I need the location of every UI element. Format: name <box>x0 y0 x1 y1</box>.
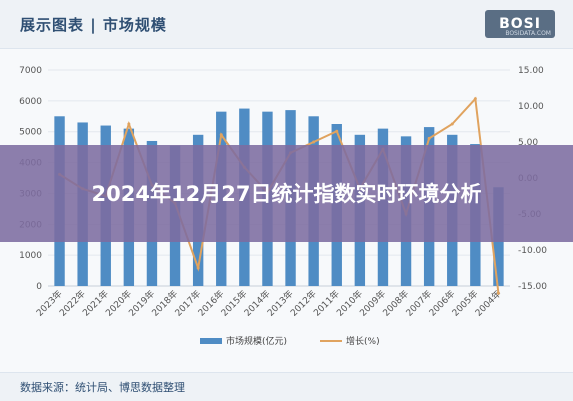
y-right-tick-label: 5.00 <box>518 138 538 148</box>
y-left-tick-label: 0 <box>36 282 42 292</box>
y-left-tick-label: 6000 <box>19 97 42 107</box>
y-left-tick-label: 7000 <box>19 66 42 76</box>
y-right-tick-label: 15.00 <box>518 66 544 76</box>
y-left-tick-label: 5000 <box>19 128 42 138</box>
y-right-tick-label: -10.00 <box>518 246 547 256</box>
logo-subtext: BOSIDATA.COM <box>505 30 551 37</box>
logo-text: BOSI <box>499 16 541 32</box>
growth-point <box>473 97 477 101</box>
data-source: 数据来源：统计局、博思数据整理 <box>20 381 185 394</box>
growth-point <box>450 122 454 126</box>
brand-logo: BOSI BOSIDATA.COM <box>485 10 555 38</box>
headline-banner: 2024年12月27日统计指数实时环境分析 <box>0 145 573 242</box>
growth-point <box>335 129 339 133</box>
legend-label-bar: 市场规模(亿元) <box>226 335 287 347</box>
growth-point <box>127 122 131 126</box>
growth-point <box>196 266 200 270</box>
legend-swatch-bar <box>200 338 222 344</box>
page-title: 展示图表 | 市场规模 <box>20 16 167 34</box>
legend-label-line: 增长(%) <box>346 335 380 347</box>
growth-point <box>427 136 431 140</box>
header-bar: 展示图表 | 市场规模 BOSI BOSIDATA.COM <box>0 0 573 49</box>
growth-point <box>219 133 223 137</box>
footer-bar: 数据来源：统计局、博思数据整理 <box>0 372 573 401</box>
headline-text: 2024年12月27日统计指数实时环境分析 <box>91 181 482 206</box>
y-right-tick-label: -15.00 <box>518 282 547 292</box>
y-left-tick-label: 1000 <box>19 251 42 261</box>
y-right-tick-label: 10.00 <box>518 102 544 112</box>
growth-point <box>312 140 316 144</box>
growth-point <box>496 291 500 295</box>
